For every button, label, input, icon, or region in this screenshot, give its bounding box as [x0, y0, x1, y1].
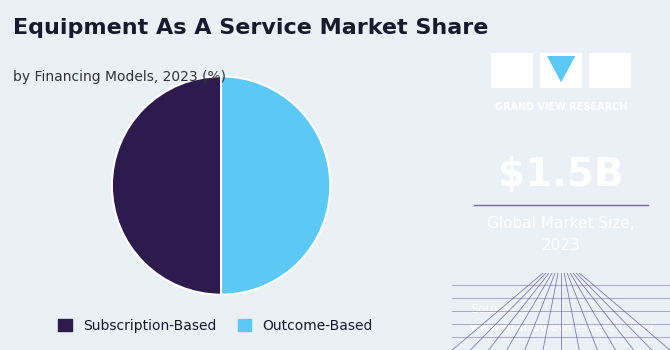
- Text: by Financing Models, 2023 (%): by Financing Models, 2023 (%): [13, 70, 226, 84]
- Wedge shape: [112, 76, 221, 295]
- Text: Source:
www.grandviewresearch.com: Source: www.grandviewresearch.com: [470, 303, 654, 334]
- FancyBboxPatch shape: [541, 52, 582, 88]
- Text: GRAND VIEW RESEARCH: GRAND VIEW RESEARCH: [495, 102, 627, 112]
- Text: Global Market Size,
2023: Global Market Size, 2023: [487, 217, 635, 252]
- Wedge shape: [221, 76, 330, 295]
- Polygon shape: [547, 56, 576, 82]
- Text: $1.5B: $1.5B: [498, 156, 624, 194]
- FancyBboxPatch shape: [590, 52, 631, 88]
- FancyBboxPatch shape: [492, 52, 533, 88]
- Text: Equipment As A Service Market Share: Equipment As A Service Market Share: [13, 18, 489, 37]
- Legend: Subscription-Based, Outcome-Based: Subscription-Based, Outcome-Based: [52, 312, 380, 340]
